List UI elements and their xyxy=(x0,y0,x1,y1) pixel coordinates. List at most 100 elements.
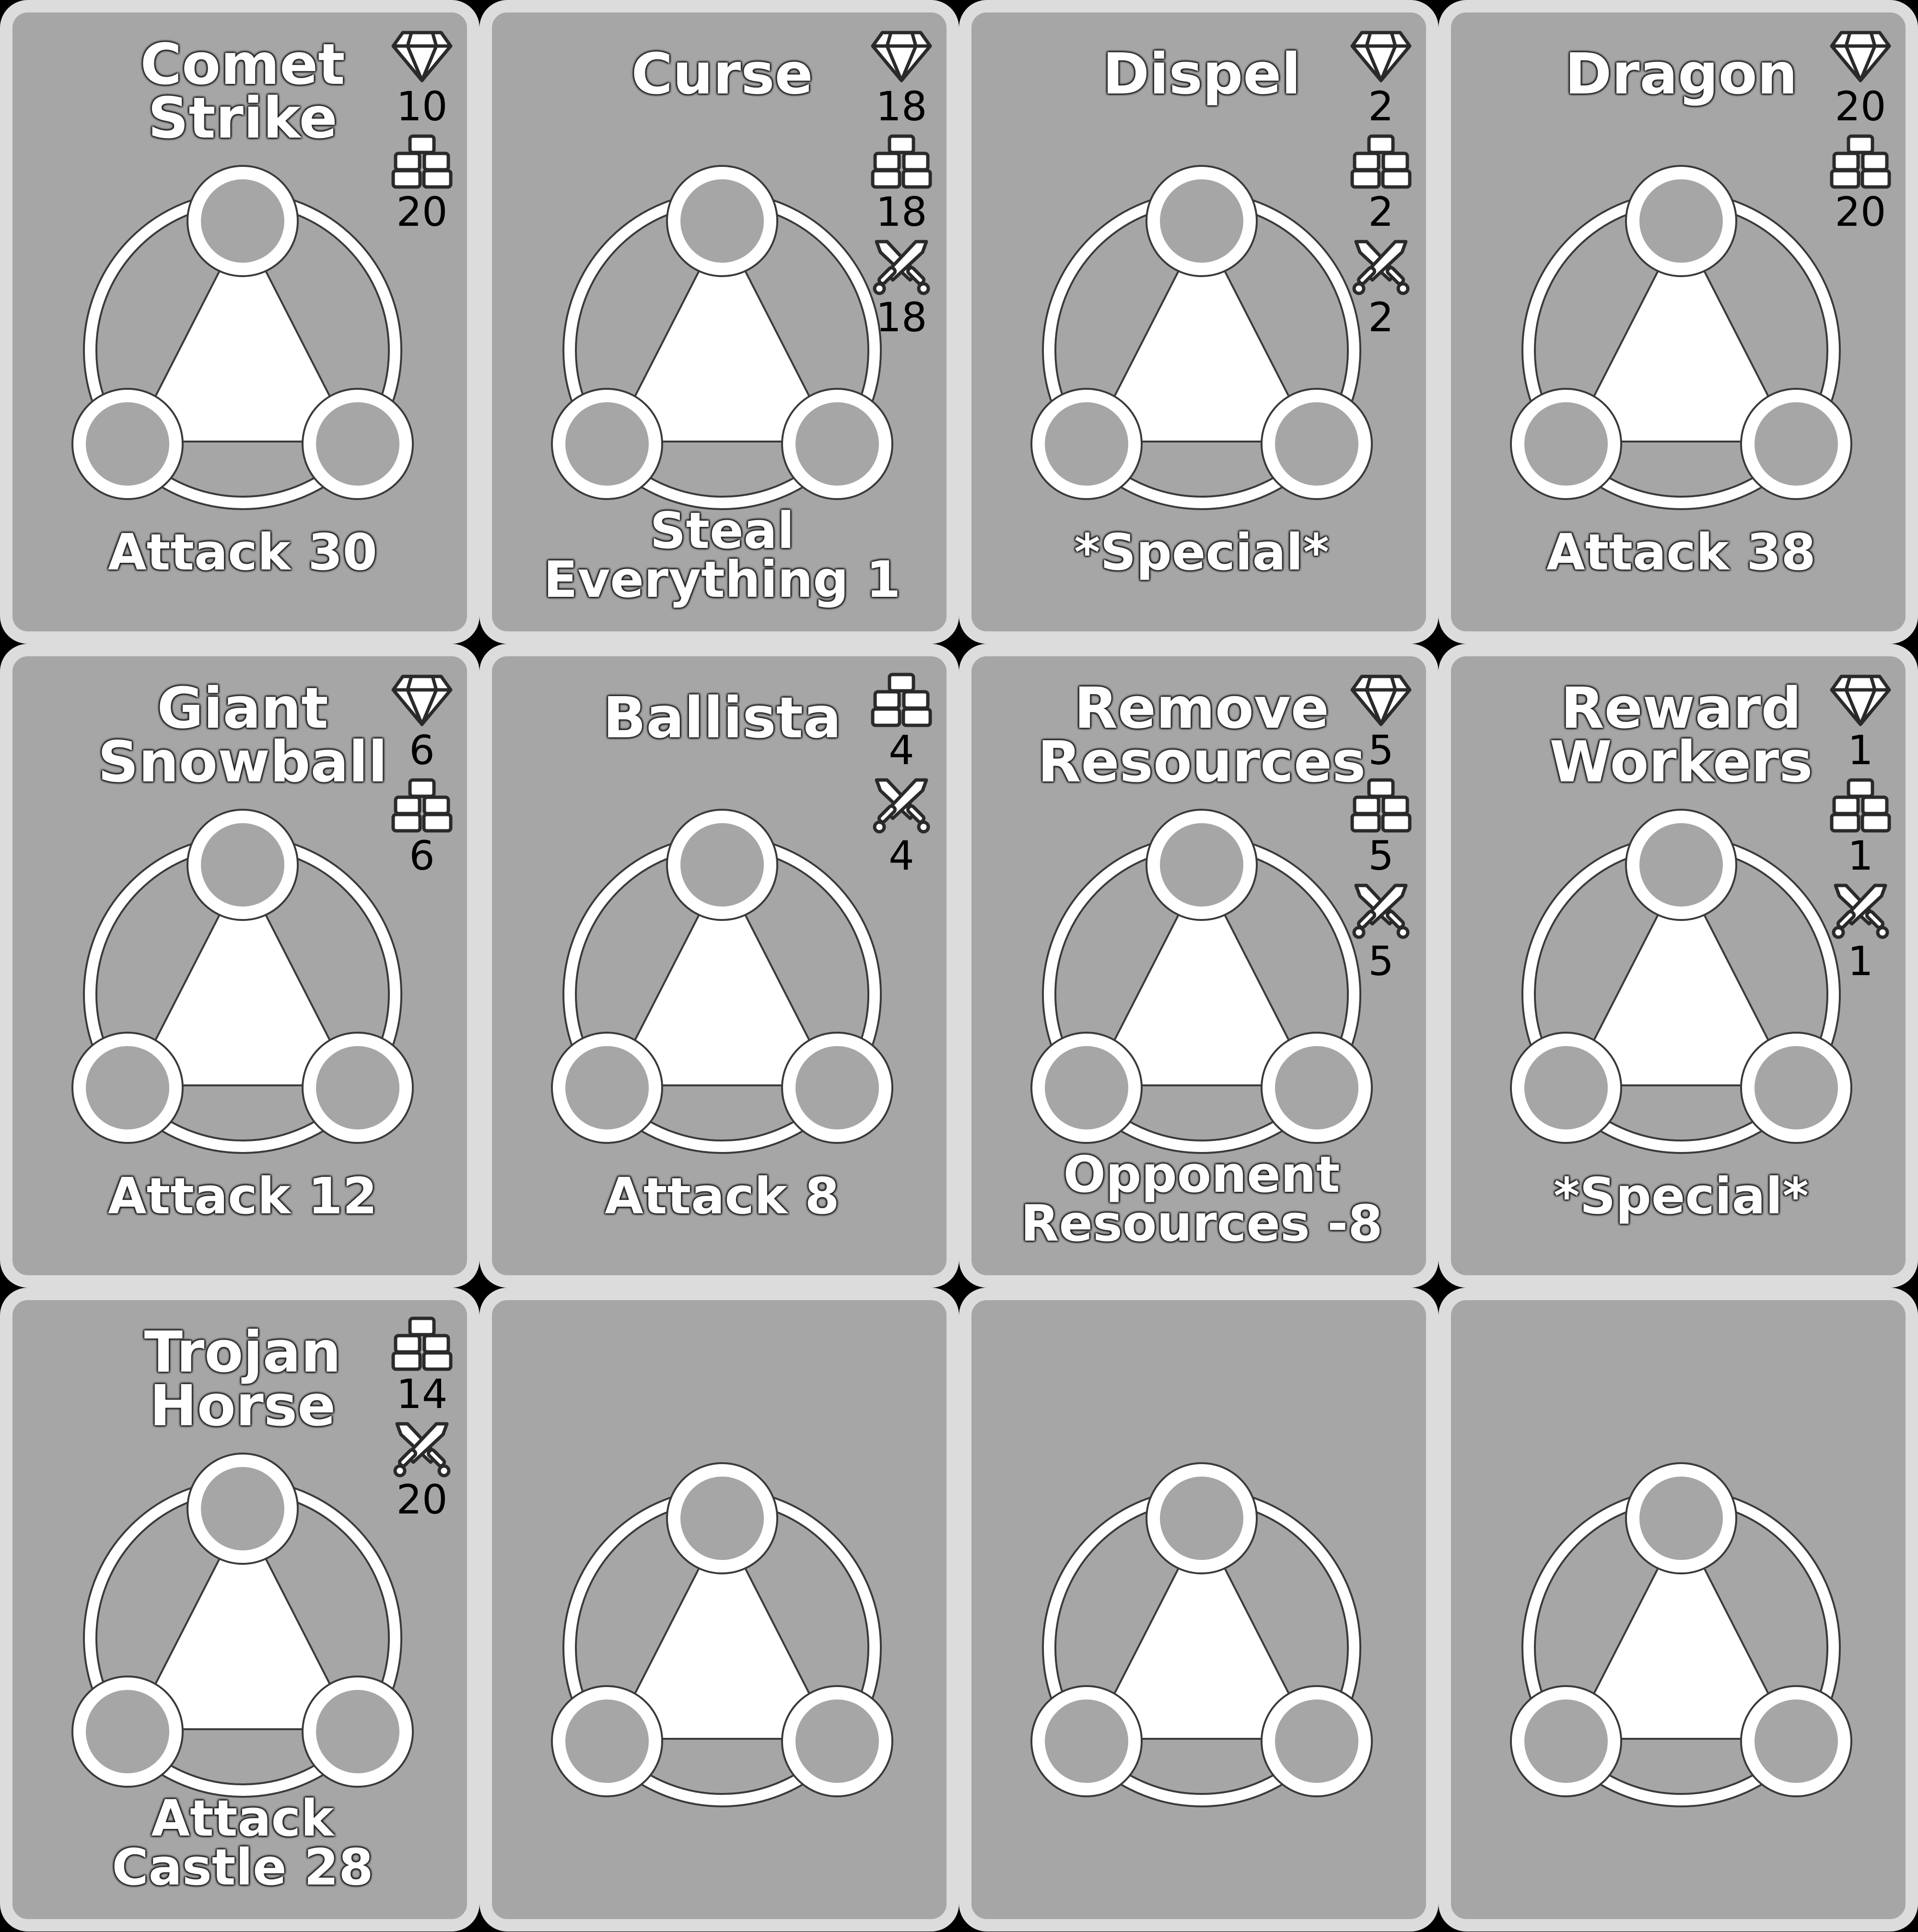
cost-item: 20 xyxy=(388,132,456,234)
card-title: Ballista xyxy=(603,685,842,751)
cost-item: 1 xyxy=(1827,671,1894,772)
cost-value: 20 xyxy=(396,1476,448,1523)
cost-value: 18 xyxy=(876,83,927,130)
card[interactable]: Curse Steal Everything 1 18 18 18 xyxy=(480,0,959,644)
cost-item: 1 xyxy=(1827,776,1894,878)
gem-icon xyxy=(868,27,935,84)
triangle-emblem-icon xyxy=(71,165,414,510)
bricks-icon xyxy=(388,1315,456,1372)
cost-item: 18 xyxy=(868,132,935,234)
cost-value: 20 xyxy=(1835,83,1886,130)
card-costs: 18 18 18 xyxy=(863,27,940,343)
cost-item: 20 xyxy=(388,1420,456,1522)
cost-item: 5 xyxy=(1347,671,1415,772)
card-effect: Attack Castle 28 xyxy=(112,1789,374,1897)
swords-icon xyxy=(1827,882,1894,939)
cost-item: 1 xyxy=(1827,882,1894,983)
card-costs: 14 20 xyxy=(384,1315,460,1525)
card[interactable]: Trojan Horse Attack Castle 28 14 20 xyxy=(0,1288,480,1932)
cost-value: 6 xyxy=(409,727,435,774)
bricks-icon xyxy=(1827,132,1894,190)
card[interactable]: Dispel *Special* 2 2 2 xyxy=(959,0,1438,644)
card-costs: 5 5 5 xyxy=(1343,671,1419,987)
cost-item: 6 xyxy=(388,671,456,772)
cost-value: 5 xyxy=(1368,832,1394,879)
cost-item: 5 xyxy=(1347,776,1415,878)
cost-value: 18 xyxy=(876,294,927,341)
triangle-emblem-icon xyxy=(1510,809,1852,1154)
gem-icon xyxy=(388,671,456,728)
card-title: Trojan Horse xyxy=(144,1319,341,1439)
gem-icon xyxy=(1827,27,1894,84)
card[interactable]: Giant Snowball Attack 12 6 6 xyxy=(0,644,480,1288)
swords-icon xyxy=(868,238,935,295)
bricks-icon xyxy=(1827,776,1894,834)
bricks-icon xyxy=(388,776,456,834)
card-costs: 2 2 2 xyxy=(1343,27,1419,343)
triangle-emblem-icon xyxy=(551,809,893,1154)
card-title: Giant Snowball xyxy=(97,675,388,795)
empty-card-slot[interactable] xyxy=(480,1288,959,1932)
cost-value: 2 xyxy=(1368,83,1394,130)
triangle-emblem-icon xyxy=(71,1453,414,1798)
cost-value: 18 xyxy=(876,188,927,235)
cost-value: 6 xyxy=(409,832,435,879)
card-effect: Attack 8 xyxy=(605,1167,840,1225)
cost-item: 6 xyxy=(388,776,456,878)
card-title: Remove Resources xyxy=(1037,675,1366,795)
cost-value: 5 xyxy=(1368,938,1394,985)
swords-icon xyxy=(388,1420,456,1478)
card-title: Reward Workers xyxy=(1549,675,1813,795)
triangle-emblem-icon xyxy=(71,809,414,1154)
card-effect: Opponent Resources -8 xyxy=(1020,1145,1383,1253)
card-effect: Attack 38 xyxy=(1546,523,1816,582)
gem-icon xyxy=(388,27,456,84)
card-effect: *Special* xyxy=(1554,1167,1809,1225)
triangle-emblem-icon xyxy=(551,1462,893,1807)
triangle-emblem-icon xyxy=(1030,809,1373,1154)
gem-icon xyxy=(1347,671,1415,728)
cost-item: 2 xyxy=(1347,238,1415,339)
cost-value: 14 xyxy=(396,1371,448,1418)
cost-value: 2 xyxy=(1368,188,1394,235)
card-title: Dispel xyxy=(1102,41,1301,107)
cost-item: 4 xyxy=(868,776,935,878)
cost-value: 10 xyxy=(396,83,448,130)
card-title: Comet Strike xyxy=(140,31,345,151)
cost-item: 10 xyxy=(388,27,456,128)
card-effect: Steal Everything 1 xyxy=(543,501,901,609)
bricks-icon xyxy=(868,132,935,190)
bricks-icon xyxy=(868,671,935,728)
triangle-emblem-icon xyxy=(1510,1462,1852,1807)
card-title: Curse xyxy=(631,41,813,107)
triangle-emblem-icon xyxy=(1030,1462,1373,1807)
card-costs: 20 20 xyxy=(1822,27,1899,238)
card-costs: 1 1 1 xyxy=(1822,671,1899,987)
cost-value: 1 xyxy=(1848,727,1873,774)
cost-value: 20 xyxy=(1835,188,1886,235)
cost-item: 2 xyxy=(1347,132,1415,234)
card[interactable]: Comet Strike Attack 30 10 20 xyxy=(0,0,480,644)
cost-item: 4 xyxy=(868,671,935,772)
swords-icon xyxy=(868,776,935,834)
card[interactable]: Dragon Attack 38 20 20 xyxy=(1438,0,1918,644)
cost-value: 1 xyxy=(1848,832,1873,879)
cost-item: 20 xyxy=(1827,132,1894,234)
bricks-icon xyxy=(1347,776,1415,834)
cost-value: 5 xyxy=(1368,727,1394,774)
swords-icon xyxy=(1347,238,1415,295)
empty-card-slot[interactable] xyxy=(1438,1288,1918,1932)
card-effect: Attack 12 xyxy=(108,1167,377,1225)
card[interactable]: Reward Workers *Special* 1 1 1 xyxy=(1438,644,1918,1288)
cost-value: 4 xyxy=(889,727,914,774)
card-costs: 10 20 xyxy=(384,27,460,238)
card-effect: *Special* xyxy=(1074,523,1329,582)
card[interactable]: Remove Resources Opponent Resources -8 5 5 5 xyxy=(959,644,1438,1288)
cost-item: 14 xyxy=(388,1315,456,1416)
empty-card-slot[interactable] xyxy=(959,1288,1438,1932)
cost-item: 5 xyxy=(1347,882,1415,983)
